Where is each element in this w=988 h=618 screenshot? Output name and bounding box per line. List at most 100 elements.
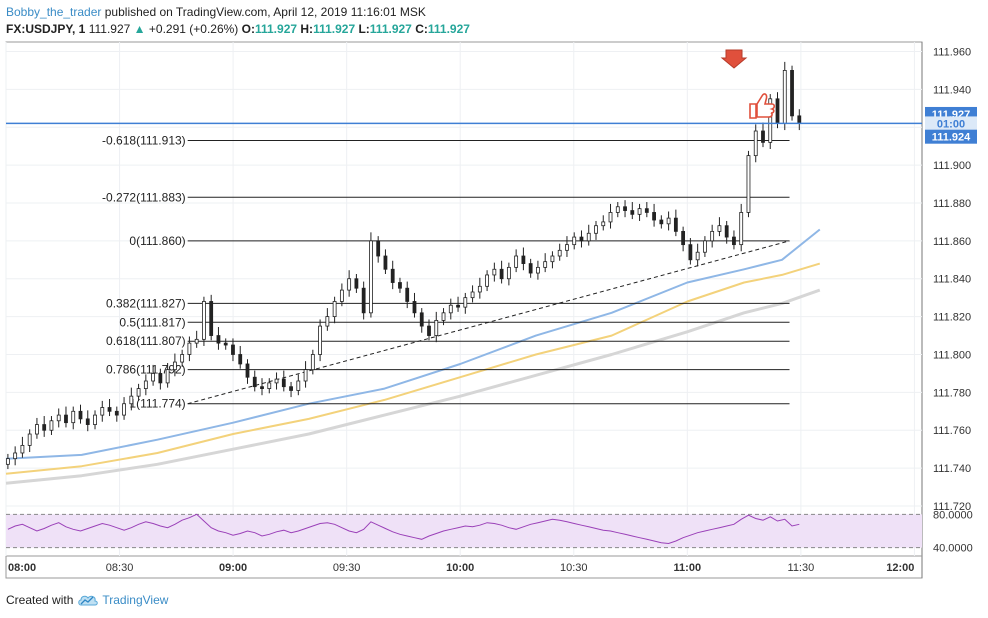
- candle-body[interactable]: [448, 304, 453, 314]
- candle-body[interactable]: [434, 319, 439, 336]
- candle-body[interactable]: [260, 386, 264, 389]
- candle-body[interactable]: [753, 130, 758, 157]
- candle-body[interactable]: [543, 261, 548, 268]
- candle-body[interactable]: [506, 266, 511, 280]
- candle-body[interactable]: [296, 380, 301, 391]
- candle-body[interactable]: [49, 420, 54, 431]
- candle-body[interactable]: [289, 386, 293, 391]
- candle-body[interactable]: [732, 236, 736, 246]
- candle-body[interactable]: [361, 287, 366, 314]
- candle-body[interactable]: [180, 354, 185, 363]
- candle-body[interactable]: [637, 208, 642, 215]
- candle-body[interactable]: [608, 212, 613, 223]
- candle-body[interactable]: [129, 395, 134, 405]
- candle-body[interactable]: [579, 236, 584, 242]
- candle-body[interactable]: [565, 244, 569, 251]
- candle-body[interactable]: [623, 206, 627, 211]
- candle-body[interactable]: [724, 225, 729, 238]
- candle-body[interactable]: [477, 285, 482, 293]
- candle-body[interactable]: [557, 249, 562, 257]
- candle-body[interactable]: [456, 304, 460, 308]
- candle-body[interactable]: [492, 268, 497, 276]
- candle-body[interactable]: [267, 382, 272, 389]
- candle-body[interactable]: [485, 274, 489, 287]
- candle-body[interactable]: [536, 266, 540, 274]
- candle-body[interactable]: [187, 342, 192, 355]
- candle-body[interactable]: [35, 424, 39, 435]
- candle-body[interactable]: [27, 433, 32, 446]
- candle-body[interactable]: [412, 301, 417, 314]
- candle-body[interactable]: [151, 373, 156, 382]
- candle-body[interactable]: [325, 316, 330, 327]
- candle-body[interactable]: [695, 251, 700, 261]
- candle-body[interactable]: [601, 221, 606, 227]
- candle-body[interactable]: [775, 98, 780, 124]
- candle-body[interactable]: [652, 212, 656, 221]
- candle-body[interactable]: [782, 70, 787, 124]
- candle-body[interactable]: [659, 219, 664, 225]
- candle-body[interactable]: [550, 255, 555, 263]
- candle-body[interactable]: [499, 268, 504, 280]
- candle-body[interactable]: [427, 325, 431, 336]
- candle-body[interactable]: [630, 210, 635, 215]
- candle-body[interactable]: [216, 335, 221, 344]
- candle-body[interactable]: [85, 418, 90, 425]
- candle-body[interactable]: [586, 232, 591, 242]
- candle-body[interactable]: [521, 255, 526, 264]
- candle-body[interactable]: [710, 230, 715, 242]
- candle-body[interactable]: [71, 410, 76, 424]
- candle-body[interactable]: [369, 240, 373, 314]
- candle-body[interactable]: [165, 369, 170, 384]
- candle-body[interactable]: [615, 206, 620, 213]
- candle-body[interactable]: [463, 297, 468, 308]
- candle-body[interactable]: [666, 217, 671, 225]
- candle-body[interactable]: [376, 240, 381, 257]
- candle-body[interactable]: [114, 410, 119, 416]
- candle-body[interactable]: [122, 403, 126, 416]
- candle-body[interactable]: [13, 452, 18, 460]
- candle-body[interactable]: [339, 289, 344, 302]
- candle-body[interactable]: [281, 378, 286, 388]
- candle-body[interactable]: [5, 458, 10, 465]
- candle-body[interactable]: [797, 115, 802, 124]
- candle-body[interactable]: [209, 301, 214, 336]
- candle-body[interactable]: [470, 291, 475, 299]
- candle-body[interactable]: [274, 378, 279, 384]
- candle-body[interactable]: [746, 155, 751, 213]
- candle-body[interactable]: [673, 217, 678, 232]
- candle-body[interactable]: [688, 244, 693, 261]
- candle-body[interactable]: [107, 407, 112, 412]
- candle-body[interactable]: [303, 369, 308, 382]
- candle-body[interactable]: [20, 444, 25, 454]
- candle-body[interactable]: [93, 414, 97, 425]
- candle-body[interactable]: [56, 414, 61, 422]
- candle-body[interactable]: [594, 225, 598, 234]
- candle-body[interactable]: [42, 424, 47, 431]
- candle-body[interactable]: [398, 282, 402, 289]
- candle-body[interactable]: [238, 354, 243, 365]
- candle-body[interactable]: [223, 342, 228, 346]
- candle-body[interactable]: [739, 212, 744, 246]
- candle-body[interactable]: [790, 70, 794, 117]
- tradingview-link[interactable]: TradingView: [77, 593, 168, 607]
- candle-body[interactable]: [202, 301, 206, 340]
- candle-body[interactable]: [644, 208, 649, 213]
- candle-body[interactable]: [172, 361, 177, 371]
- candle-body[interactable]: [194, 338, 199, 344]
- trendline[interactable]: [187, 240, 790, 405]
- candle-body[interactable]: [252, 376, 257, 388]
- candle-body[interactable]: [158, 373, 163, 384]
- author-name[interactable]: Bobby_the_trader: [6, 5, 102, 19]
- candle-body[interactable]: [100, 407, 105, 416]
- candle-body[interactable]: [768, 98, 773, 143]
- candle-body[interactable]: [717, 225, 722, 232]
- candle-body[interactable]: [383, 255, 388, 270]
- candle-body[interactable]: [514, 255, 519, 268]
- candle-body[interactable]: [703, 240, 707, 253]
- candle-body[interactable]: [441, 312, 446, 321]
- candle-body[interactable]: [572, 236, 577, 246]
- candle-body[interactable]: [136, 388, 141, 397]
- candle-body[interactable]: [347, 278, 352, 291]
- candle-body[interactable]: [405, 287, 410, 302]
